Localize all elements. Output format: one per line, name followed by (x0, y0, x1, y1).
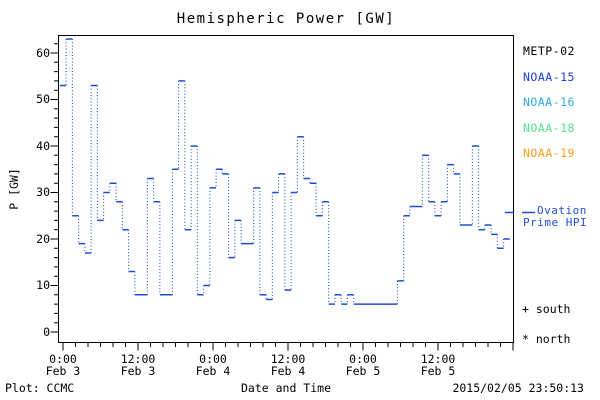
legend-ovation-label-line1: Ovation (537, 204, 587, 217)
x-tick-date-4: Feb 5 (345, 364, 381, 378)
y-tick-label-60: 60 (36, 45, 50, 60)
legend-north-marker: * north (522, 332, 571, 346)
x-tick-time-3: 12:00 (270, 352, 306, 366)
plot-timestamp: 2015/02/05 23:50:13 (452, 381, 584, 395)
x-tick-time-4: 0:00 (349, 352, 377, 366)
x-axis-label: Date and Time (240, 381, 331, 395)
y-tick-label-10: 10 (36, 278, 50, 292)
y-tick-label-0: 0 (43, 324, 50, 339)
x-tick-date-3: Feb 4 (270, 364, 306, 378)
legend-satellite-metp-02: METP-02 (523, 44, 575, 58)
hpi-step-line (59, 38, 510, 305)
x-tick-date-5: Feb 5 (420, 364, 456, 378)
plot-credit: Plot: CCMC (5, 381, 75, 395)
chart-title: Hemispheric Power [GW] (176, 11, 396, 27)
x-tick-date-0: Feb 3 (45, 364, 81, 378)
legend-satellite-noaa-19: NOAA-19 (523, 146, 575, 160)
legend-satellite-noaa-16: NOAA-16 (523, 95, 575, 109)
x-tick-date-1: Feb 3 (120, 364, 156, 378)
y-tick-label-40: 40 (36, 138, 50, 153)
legend-satellite-noaa-18: NOAA-18 (523, 120, 575, 135)
legend-ovation-label-line2: Prime HPI (523, 216, 588, 229)
y-tick-label-30: 30 (36, 185, 50, 199)
x-tick-time-2: 0:00 (199, 352, 227, 366)
legend-satellite-noaa-15: NOAA-15 (523, 69, 575, 84)
hpi-step-connectors (65, 39, 505, 305)
plot-frame (58, 35, 514, 343)
x-tick-time-1: 12:00 (120, 352, 156, 366)
x-tick-time-5: 12:00 (420, 352, 456, 366)
y-tick-label-20: 20 (36, 231, 50, 246)
x-tick-date-2: Feb 4 (195, 364, 231, 378)
axis-ticks (50, 43, 514, 351)
y-tick-label-50: 50 (36, 92, 50, 106)
legend-south-marker: + south (522, 302, 571, 316)
x-tick-time-0: 0:00 (49, 352, 77, 366)
